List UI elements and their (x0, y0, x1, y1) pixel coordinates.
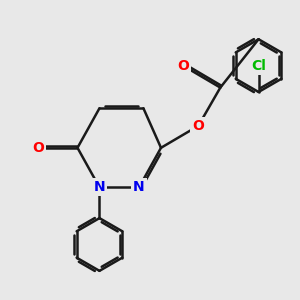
Text: N: N (133, 180, 145, 194)
Text: O: O (32, 141, 44, 155)
Text: O: O (177, 58, 189, 73)
Text: Cl: Cl (251, 58, 266, 73)
Text: N: N (94, 180, 105, 194)
Text: O: O (192, 119, 204, 133)
